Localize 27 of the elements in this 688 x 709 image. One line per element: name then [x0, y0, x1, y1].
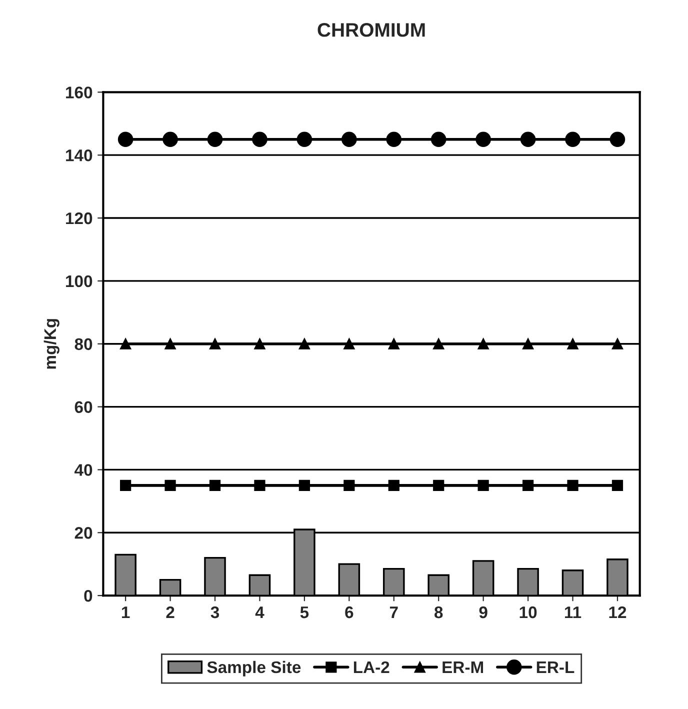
y-tick-label: 60 — [74, 401, 92, 413]
y-tick-label: 80 — [74, 338, 92, 350]
x-tick-label: 12 — [609, 606, 626, 618]
legend-label: LA-2 — [354, 661, 390, 673]
x-tick-label: 8 — [434, 606, 443, 618]
x-tick-label: 4 — [255, 606, 264, 618]
y-tick-label: 120 — [66, 212, 92, 224]
x-tick-label: 5 — [300, 606, 309, 618]
y-tick-label: 100 — [66, 275, 92, 288]
x-tick-label: 2 — [166, 606, 174, 618]
x-tick-label: 1 — [122, 606, 130, 618]
legend-label: ER-L — [536, 662, 574, 673]
x-tick-label: 6 — [345, 606, 354, 618]
y-axis-title: mg/Kg — [44, 319, 60, 369]
y-tick-label: 40 — [74, 464, 92, 476]
y-tick-label: 160 — [66, 86, 92, 98]
x-tick-label: 11 — [565, 606, 582, 618]
x-tick-label: 10 — [520, 606, 537, 618]
x-tick-label: 7 — [390, 606, 398, 618]
legend-label: Sample Site — [207, 660, 301, 676]
legend-label: ER-M — [442, 662, 484, 673]
y-tick-label: 140 — [66, 149, 92, 162]
x-tick-label: 9 — [479, 606, 488, 618]
x-tick-label: 3 — [210, 606, 220, 618]
y-tick-label: 0 — [84, 590, 92, 602]
chart-title: CHROMIUM — [318, 23, 425, 37]
y-tick-label: 20 — [74, 527, 92, 539]
